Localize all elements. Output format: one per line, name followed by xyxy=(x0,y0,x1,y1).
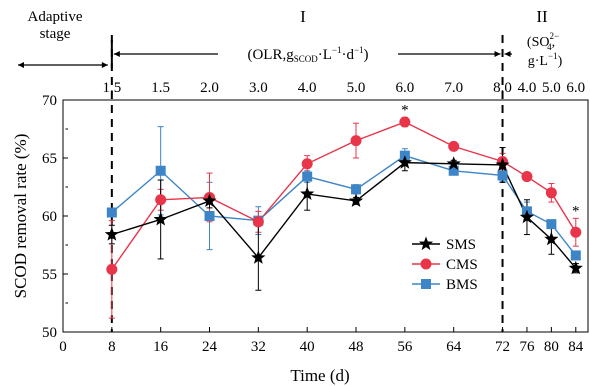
point-sms xyxy=(544,231,559,246)
top-stage-axis: Adaptive stage I II (OLR,gSCOD·L−1·d−1) … xyxy=(18,7,585,96)
point-bms xyxy=(448,165,459,176)
phase-2-numeral: II xyxy=(536,7,548,26)
adaptive-stage-label-2: stage xyxy=(40,26,71,42)
adaptive-stage-arrow-head-right xyxy=(101,62,108,68)
point-sms xyxy=(446,156,461,170)
point-sms xyxy=(202,193,217,207)
legend: SMS CMS BMS xyxy=(412,236,478,293)
x-tick-label: 24 xyxy=(202,339,218,355)
x-tick-label: 16 xyxy=(153,339,169,355)
point-cms xyxy=(106,263,118,275)
y-tick-label: 60 xyxy=(42,209,57,225)
top-axis-label: 7.0 xyxy=(444,80,463,96)
point-cms xyxy=(521,171,533,183)
point-sms xyxy=(104,227,119,241)
y-tick-label: 50 xyxy=(42,325,57,341)
x-tick-label: 64 xyxy=(446,339,462,355)
annotations: ** xyxy=(401,102,579,219)
point-bms xyxy=(497,170,508,181)
top-axis-label: 5.0 xyxy=(542,80,561,96)
legend-marker-bms xyxy=(421,279,431,289)
plot-frame xyxy=(62,99,589,333)
point-bms xyxy=(351,184,362,195)
point-cms xyxy=(350,135,362,147)
phase-1-numeral: I xyxy=(300,7,306,26)
point-sms xyxy=(519,209,535,224)
x-tick-label: 56 xyxy=(397,339,413,355)
y-tick-label: 65 xyxy=(42,151,57,167)
legend-label-bms: BMS xyxy=(446,277,478,293)
point-cms xyxy=(301,158,313,170)
top-axis-labels: 1.5 1.5 2.0 3.0 4.0 5.0 6.0 7.0 8.0 4.0 5.0 6.0 xyxy=(102,80,585,96)
point-cms xyxy=(545,187,557,199)
line-cms xyxy=(111,121,577,270)
x-tick-label: 80 xyxy=(544,339,559,355)
point-sms xyxy=(568,260,583,275)
phase-2-arrow-head-left xyxy=(504,51,511,57)
x-tick-label: 0 xyxy=(59,339,67,355)
y-axis: 50 55 60 65 70 xyxy=(42,93,68,341)
top-axis-label: 1.5 xyxy=(102,80,121,96)
point-cms xyxy=(570,226,582,238)
point-sms xyxy=(251,250,266,264)
top-axis-label: 5.0 xyxy=(347,80,366,96)
significance-asterisk: * xyxy=(401,102,409,118)
phase-1-arrow-head-right xyxy=(494,51,501,57)
point-cms xyxy=(252,216,264,228)
x-tick-label: 8 xyxy=(108,339,116,355)
phase-1-arrow-head-left xyxy=(113,51,120,57)
x-tick-label: 40 xyxy=(300,339,315,355)
top-axis-label: 6.0 xyxy=(566,80,585,96)
x-tick-label: 84 xyxy=(568,339,584,355)
adaptive-stage-arrow-head-left xyxy=(18,62,24,68)
top-axis-label: 8.0 xyxy=(493,80,512,96)
y-tick-label: 70 xyxy=(42,93,57,109)
top-axis-label: 2.0 xyxy=(200,80,219,96)
point-cms xyxy=(448,140,460,152)
series-markers xyxy=(104,116,583,275)
x-tick-label: 32 xyxy=(251,339,266,355)
top-axis-label: 3.0 xyxy=(249,80,268,96)
phase-2-unit-label-2: g·L−1) xyxy=(528,51,563,69)
point-bms xyxy=(106,207,117,218)
point-bms xyxy=(570,250,581,261)
point-sms xyxy=(153,211,168,226)
top-axis-label: 4.0 xyxy=(518,80,537,96)
x-axis: 0 8 16 24 32 40 48 56 64 72 76 80 84 xyxy=(59,327,584,355)
point-sms xyxy=(397,155,412,169)
point-cms xyxy=(155,194,167,206)
point-bms xyxy=(546,219,557,230)
legend-label-sms: SMS xyxy=(446,237,476,253)
x-axis-title: Time (d) xyxy=(290,366,349,385)
point-bms xyxy=(204,211,215,221)
phase-1-unit-label: (OLR,gSCOD·L−1·d−1) xyxy=(247,45,368,64)
point-sms xyxy=(348,193,364,207)
error-bars xyxy=(108,116,579,319)
x-tick-label: 48 xyxy=(349,339,364,355)
point-bms xyxy=(302,171,313,182)
x-tick-label: 72 xyxy=(495,339,510,355)
y-axis-title: SCOD removal rate (%) xyxy=(11,134,30,299)
phase-dividers xyxy=(110,35,504,332)
top-axis-label: 4.0 xyxy=(298,80,317,96)
point-cms xyxy=(399,116,411,128)
line-sms xyxy=(111,161,577,269)
series-lines xyxy=(111,121,577,270)
adaptive-stage-label-1: Adaptive xyxy=(28,9,83,25)
legend-marker-sms xyxy=(418,236,434,251)
point-sms xyxy=(300,186,315,201)
top-axis-label: 1.5 xyxy=(151,80,170,96)
legend-label-cms: CMS xyxy=(446,257,478,273)
y-tick-label: 55 xyxy=(42,267,57,283)
significance-asterisk: * xyxy=(572,203,580,219)
point-bms xyxy=(155,165,166,176)
phase-2-unit-label-1: (SO2− 4, xyxy=(527,31,559,52)
legend-marker-cms xyxy=(420,258,432,270)
point-sms xyxy=(495,157,510,172)
x-tick-label: 76 xyxy=(519,339,535,355)
top-axis-label: 6.0 xyxy=(395,80,414,96)
